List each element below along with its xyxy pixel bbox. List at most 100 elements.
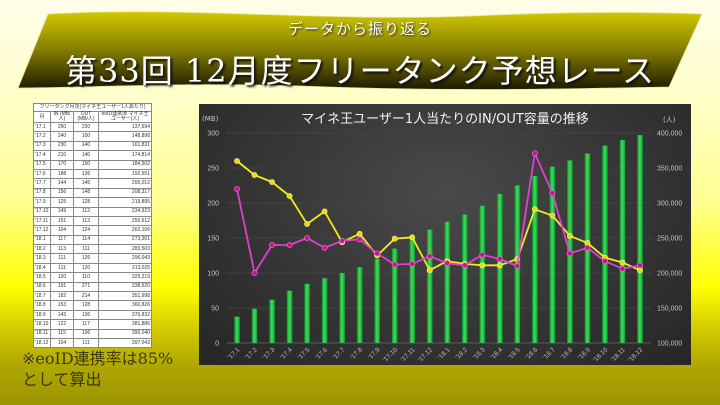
marker-out — [426, 253, 433, 260]
cell-users: 148,898 — [98, 131, 152, 142]
x-axis-tick-label: '18.12 — [627, 346, 645, 364]
x-axis-tick-label: '18.4 — [489, 346, 504, 361]
cell-month: '17.4 — [33, 150, 51, 161]
bar-users — [497, 193, 503, 343]
bar-users — [234, 316, 240, 343]
marker-out — [251, 270, 258, 276]
left-axis-tick-label: 200 — [207, 201, 219, 208]
right-axis-tick-label: 200,000 — [657, 271, 682, 278]
cell-month: '17.7 — [33, 178, 51, 189]
marker-out — [391, 261, 398, 268]
cell-users: 313,025 — [98, 262, 152, 274]
cell-in: 191 — [50, 281, 74, 293]
x-axis-tick-label: '18.3 — [472, 346, 487, 361]
cell-users: 390,040 — [98, 328, 152, 340]
cell-users: 192,551 — [98, 168, 152, 180]
cell-in: 122 — [50, 319, 74, 330]
table-row: '17.12 104 124 262,106 — [33, 225, 152, 236]
x-axis-tick-label: '18.2 — [454, 346, 469, 361]
left-axis-tick-label: 300 — [207, 131, 219, 138]
table-row: '18.8 153 128 360,826 — [33, 300, 152, 311]
cell-out: 111 — [73, 337, 99, 349]
marker-out — [479, 251, 486, 258]
x-axis-tick-label: '17.9 — [367, 346, 382, 361]
cell-in: 104 — [50, 225, 74, 236]
cell-out: 136 — [73, 309, 99, 321]
cell-users: 370,832 — [98, 309, 152, 321]
bar-users — [374, 259, 380, 343]
col-header-in: IN (MB/人) — [50, 111, 74, 123]
marker-in — [531, 206, 538, 213]
cell-out: 113 — [73, 215, 99, 227]
banner-title: 第33回 12月度フリータンク予想レース — [64, 52, 655, 90]
marker-out — [374, 250, 381, 257]
cell-out: 117 — [73, 319, 99, 330]
marker-in — [251, 172, 258, 178]
cell-in: 111 — [50, 253, 74, 264]
right-axis-tick-label: 150,000 — [657, 306, 682, 313]
marker-out — [619, 265, 626, 272]
bar-users — [269, 299, 275, 343]
table-row: '18.4 111 120 313,025 — [33, 262, 152, 274]
left-axis-tick-label: 150 — [207, 236, 219, 243]
marker-in — [409, 234, 416, 241]
marker-in — [286, 193, 293, 199]
cell-in: 120 — [50, 272, 74, 283]
left-axis-unit: (MB) — [202, 115, 219, 123]
marker-in — [549, 212, 556, 219]
marker-in — [269, 179, 275, 185]
bar-users — [549, 166, 556, 343]
cell-in: 170 — [50, 159, 74, 170]
marker-in — [584, 239, 591, 246]
monthly-data-table: フリータンク月次(マイネ王ユーザー1人あたり) 月 IN (MB/人) OUT … — [33, 103, 152, 349]
cell-in: 210 — [50, 150, 74, 161]
cell-users: 273,301 — [98, 234, 152, 246]
table-row: '17.3 230 140 161,831 — [33, 140, 152, 152]
cell-users: 219,895 — [98, 197, 152, 208]
x-axis-tick-label: '17.3 — [262, 346, 277, 361]
cell-in: 113 — [50, 244, 74, 255]
marker-in — [566, 232, 573, 239]
table-row: '18.5 120 110 325,219 — [33, 272, 152, 283]
cell-users: 296,043 — [98, 253, 152, 264]
table-row: '17.4 210 140 174,814 — [33, 150, 152, 161]
x-axis-tick-label: '17.4 — [279, 346, 294, 361]
table-row: '18.12 104 111 397,042 — [33, 337, 152, 349]
cell-in: 151 — [50, 215, 74, 227]
cell-in: 260 — [50, 121, 74, 133]
x-axis-tick-label: '17.1 — [227, 346, 242, 361]
bar-users — [444, 221, 451, 343]
table-row: '17.7 144 146 200,012 — [33, 178, 152, 189]
cell-month: '18.12 — [33, 337, 51, 349]
bar-users — [479, 205, 486, 343]
marker-in — [356, 230, 363, 237]
x-axis-tick-label: '17.2 — [244, 346, 259, 361]
marker-out — [269, 242, 275, 248]
table-row: '17.6 188 136 192,551 — [33, 168, 152, 180]
cell-out: 140 — [73, 150, 99, 161]
cell-in: 104 — [50, 337, 74, 349]
cell-month: '18.8 — [33, 300, 51, 311]
x-axis-tick-label: '17.7 — [332, 346, 347, 361]
cell-users: 351,998 — [98, 291, 152, 302]
cell-in: 115 — [50, 328, 74, 340]
marker-out — [444, 260, 451, 267]
cell-out: 126 — [73, 253, 99, 264]
x-axis-tick-label: '18.5 — [507, 346, 522, 361]
table-row: '18.3 111 126 296,043 — [33, 253, 152, 264]
cell-out: 150 — [73, 159, 99, 170]
marker-out — [566, 250, 573, 257]
bar-users — [637, 135, 643, 343]
right-axis-tick-label: 350,000 — [657, 166, 682, 173]
cell-month: '17.9 — [33, 197, 51, 208]
cell-users: 262,106 — [98, 225, 152, 236]
cell-in: 117 — [50, 234, 74, 246]
cell-month: '17.8 — [33, 187, 51, 199]
cell-users: 234,923 — [98, 206, 152, 217]
line-in — [236, 160, 641, 272]
footnote-line-2: として算出 — [22, 370, 102, 389]
cell-month: '17.10 — [33, 206, 51, 217]
cell-users: 381,886 — [98, 319, 152, 330]
col-header-out: OUT (MB/人) — [73, 111, 99, 123]
marker-in — [619, 259, 626, 266]
